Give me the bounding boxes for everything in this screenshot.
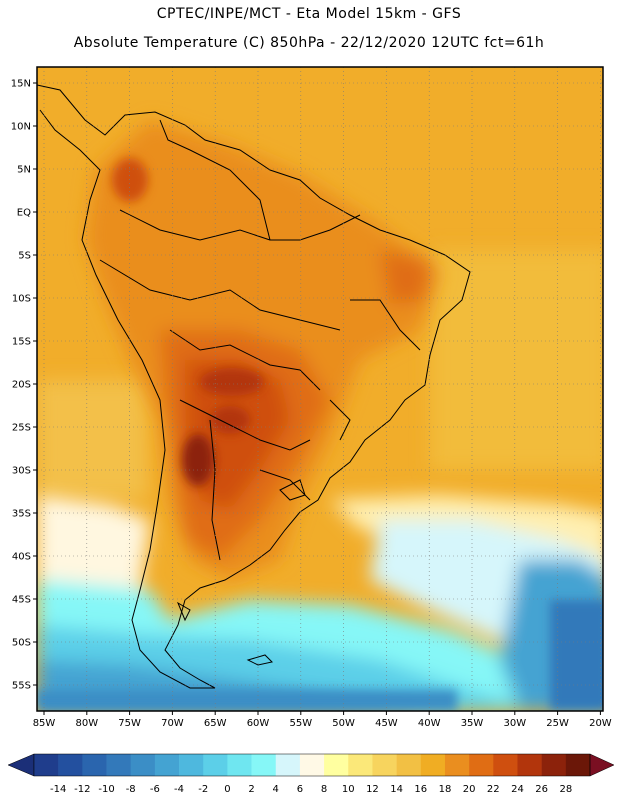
- colorbar-swatch: [58, 754, 83, 776]
- lon-label: 80W: [75, 718, 98, 729]
- lon-label: 35W: [461, 718, 484, 729]
- lon-label: 55W: [289, 718, 312, 729]
- colorbar-swatch: [275, 754, 301, 776]
- colorbar-tick-label: 8: [321, 784, 327, 795]
- colorbar-tick-label: -14: [50, 784, 66, 795]
- colorbar-swatch: [396, 754, 422, 776]
- colorbar-swatch: [420, 754, 446, 776]
- field-pacific-mild: [37, 380, 147, 500]
- colorbar-tick-label: -12: [74, 784, 90, 795]
- colorbar-swatch: [299, 754, 325, 776]
- colorbar-tick-label: 20: [463, 784, 476, 795]
- lon-label: 85W: [33, 718, 56, 729]
- colorbar-swatch: [227, 754, 252, 776]
- colorbar-tick-label: 0: [224, 784, 230, 795]
- colorbar-swatch: [179, 754, 204, 776]
- colorbar-swatch: [348, 754, 373, 776]
- colorbar-tick-label: -2: [198, 784, 208, 795]
- colorbar-swatch: [154, 754, 180, 776]
- colorbar-tick-label: 24: [511, 784, 524, 795]
- colorbar-swatch: [372, 754, 397, 776]
- lat-label: 35S: [12, 509, 31, 520]
- colorbar-tick-label: 14: [390, 784, 403, 795]
- colorbar-swatch: [251, 754, 277, 776]
- colorbar-tick-label: 10: [342, 784, 355, 795]
- colorbar-swatch: [82, 754, 107, 776]
- lat-label: EQ: [17, 208, 31, 219]
- colorbar-tick-label: -10: [98, 784, 114, 795]
- colorbar-tick-label: -6: [150, 784, 160, 795]
- lon-label: 30W: [503, 718, 526, 729]
- colorbar-over-arrow: [589, 753, 615, 777]
- map-title-line2: Absolute Temperature (C) 850hPa - 22/12/…: [73, 35, 545, 51]
- lat-label: 10S: [12, 294, 31, 305]
- colorbar-swatch: [444, 754, 470, 776]
- colorbar-swatch: [469, 754, 494, 776]
- colorbar-swatch: [130, 754, 156, 776]
- longitude-labels: 85W 80W 75W 70W 65W 60W 55W 50W 45W 40W 35W 30W 25W 2…: [33, 711, 612, 729]
- colorbar-tick-label: 12: [366, 784, 379, 795]
- lon-label: 20W: [589, 718, 612, 729]
- colorbar-tick-label: 18: [439, 784, 452, 795]
- colorbar-tick-label: 6: [297, 784, 303, 795]
- lat-label: 40S: [12, 552, 31, 563]
- temperature-field: [37, 67, 603, 711]
- colorbar-swatch: [517, 754, 542, 776]
- colorbar-swatch: [565, 754, 591, 776]
- map-frame: [36, 66, 604, 712]
- lat-label: 15N: [11, 79, 31, 90]
- colorbar-tick-label: 28: [559, 784, 572, 795]
- lat-label: 20S: [12, 380, 31, 391]
- colorbar-under-arrow: [7, 753, 35, 777]
- coastlines: [37, 84, 471, 689]
- colorbar-tick-label: 16: [414, 784, 427, 795]
- lat-label: 50S: [12, 638, 31, 649]
- lat-label: 55S: [12, 681, 31, 692]
- field-atlantic-warm: [430, 250, 603, 470]
- colorbar-swatch: [493, 754, 518, 776]
- colorbar-tick-label: 22: [487, 784, 500, 795]
- colorbar-border: [33, 753, 591, 777]
- lon-label: 60W: [247, 718, 270, 729]
- lat-label: 15S: [12, 337, 31, 348]
- graticule: [37, 67, 603, 711]
- lat-label: 5S: [18, 251, 31, 262]
- colorbar-tick-label: -8: [126, 784, 136, 795]
- lon-label: 75W: [118, 718, 141, 729]
- lat-label: 10N: [11, 122, 31, 133]
- lon-label: 50W: [332, 718, 355, 729]
- map-title-line1: CPTEC/INPE/MCT - Eta Model 15km - GFS: [156, 6, 462, 22]
- lat-label: 5N: [17, 165, 31, 176]
- colorbar-tick-label: -4: [174, 784, 184, 795]
- far-south-cold: [37, 600, 603, 711]
- lon-label: 70W: [161, 718, 184, 729]
- colorbar-swatch: [34, 754, 59, 776]
- colorbar-tick-label: 4: [273, 784, 279, 795]
- lon-label: 40W: [418, 718, 441, 729]
- lon-label: 25W: [546, 718, 569, 729]
- colorbar: -14 -12 -10 -8 -6 -4 -2 0 2 4 6 8 10 12 14 16 18 20 22 24 26…: [7, 753, 615, 795]
- colorbar-swatch: [106, 754, 131, 776]
- colorbar-tick-label: 2: [248, 784, 254, 795]
- colorbar-swatch: [541, 754, 567, 776]
- lat-label: 30S: [12, 466, 31, 477]
- latitude-labels: 15N 10N 5N EQ 5S 10S 15S 20S 25S 30S 35S 40S 45S 50S 5…: [11, 79, 37, 692]
- colorbar-swatch: [324, 754, 349, 776]
- colorbar-tick-label: 26: [535, 784, 548, 795]
- colorbar-swatch: [203, 754, 228, 776]
- lon-label: 65W: [204, 718, 227, 729]
- lat-label: 25S: [12, 423, 31, 434]
- lon-label: 45W: [375, 718, 398, 729]
- lat-label: 45S: [12, 595, 31, 606]
